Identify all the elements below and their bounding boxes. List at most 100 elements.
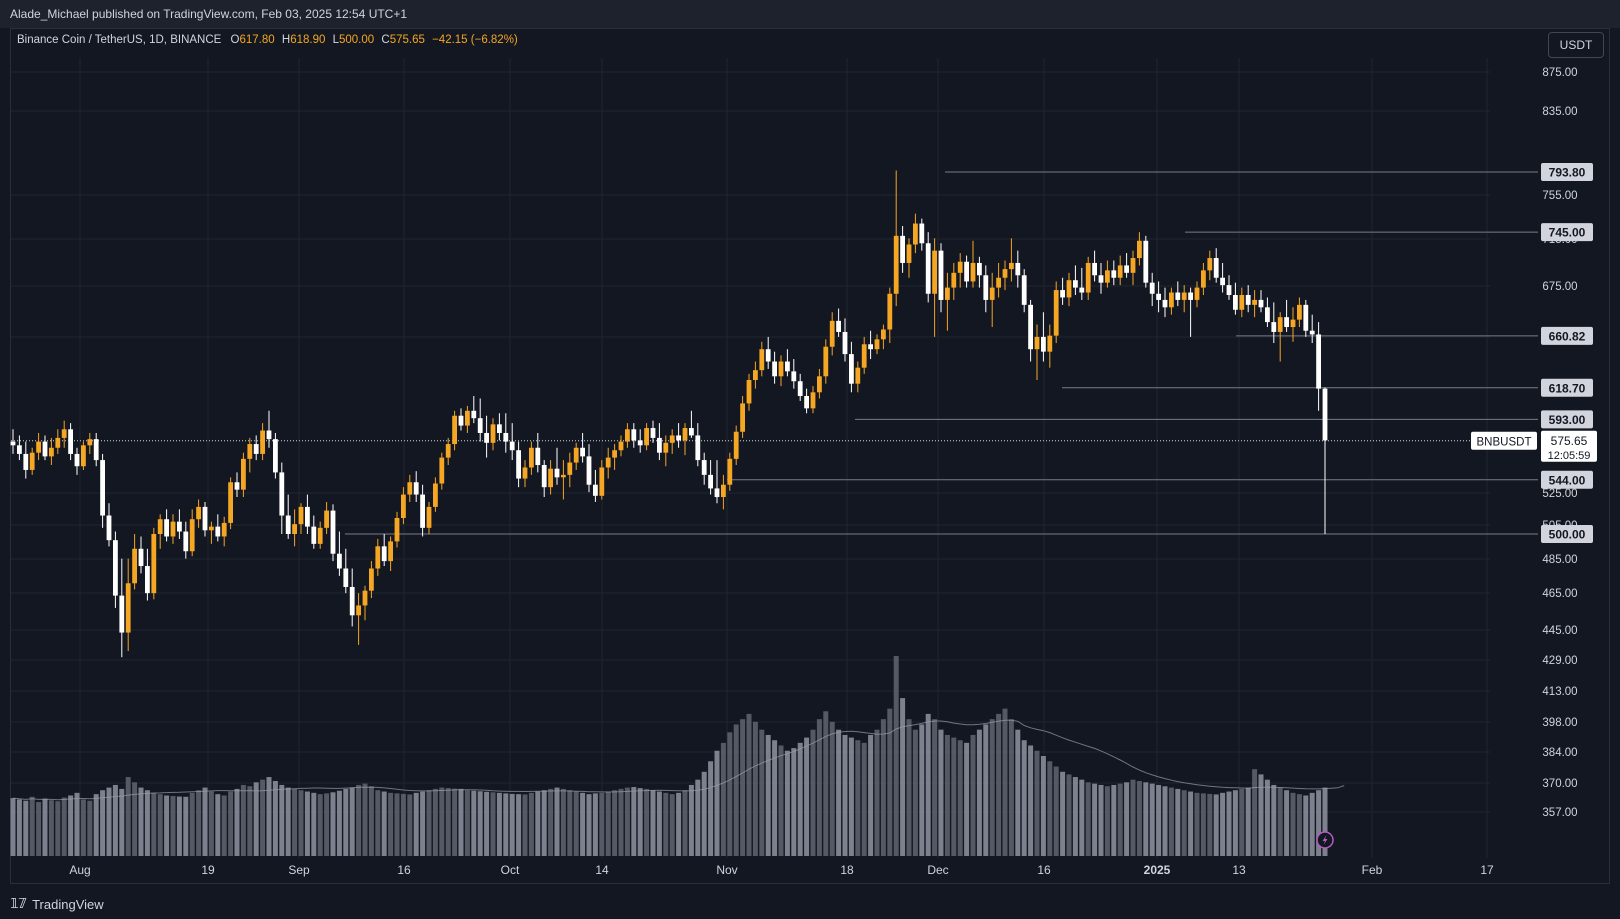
volume-bar: [580, 792, 586, 856]
volume-bar: [1104, 786, 1110, 856]
volume-bar: [471, 790, 477, 856]
volume-bar: [1284, 790, 1290, 856]
candle-body: [247, 444, 253, 459]
candle-body: [836, 320, 841, 332]
candle-body: [625, 429, 630, 442]
x-tick-label: 17: [1480, 863, 1494, 877]
candle-body: [887, 293, 893, 330]
candle-body: [964, 261, 969, 282]
volume-bar: [893, 656, 899, 856]
volume-bar: [240, 784, 246, 856]
volume-bar: [458, 788, 464, 856]
candle-body: [1124, 265, 1129, 273]
candle-body: [1226, 285, 1232, 295]
volume-bar: [202, 787, 208, 856]
candle-body: [1034, 336, 1040, 350]
volume-bar: [1117, 783, 1123, 856]
candle-body: [529, 447, 534, 468]
volume-bar: [727, 732, 733, 856]
volume-bar: [484, 791, 490, 856]
high-label: H: [281, 34, 291, 46]
candle-body: [580, 447, 585, 457]
y-tick-label: 675.00: [1542, 281, 1577, 293]
candle-body: [61, 429, 67, 438]
volume-bar: [1130, 779, 1136, 856]
brand-name[interactable]: TradingView: [32, 896, 104, 912]
candle-body: [554, 468, 560, 478]
volume-bar: [560, 788, 566, 856]
volume-bar: [631, 787, 637, 856]
candle-body: [113, 540, 118, 596]
candle-body: [151, 534, 157, 594]
candle-body: [932, 250, 937, 294]
volume-bar: [1226, 791, 1232, 856]
candle-body: [1258, 299, 1264, 308]
volume-bar: [1232, 790, 1238, 856]
volume-bar: [535, 791, 541, 856]
volume-bar: [829, 721, 835, 856]
volume-bar: [740, 719, 746, 856]
candle-body: [733, 431, 739, 459]
volume-bar: [644, 788, 650, 856]
candle-body: [817, 376, 822, 393]
volume-bar: [176, 796, 182, 856]
volume-bar: [810, 729, 816, 856]
volume-bar: [1111, 784, 1117, 856]
volume-bar: [1303, 795, 1309, 856]
volume-bar: [125, 777, 131, 856]
candle-body: [1169, 292, 1174, 308]
candle-body: [138, 548, 144, 567]
candle-body: [1303, 304, 1309, 331]
candle-body: [522, 467, 528, 479]
candle-body: [209, 526, 214, 531]
volume-bar: [592, 793, 598, 856]
candle-body: [17, 445, 22, 454]
candle-body: [861, 344, 867, 368]
level-label: 793.80: [1549, 166, 1586, 180]
candle-body: [221, 522, 227, 537]
y-tick-label: 370.00: [1542, 778, 1577, 790]
volume-bar: [317, 794, 323, 856]
volume-bar: [234, 788, 240, 856]
candle-body: [868, 344, 873, 350]
volume-bar: [676, 792, 682, 856]
candle-body: [1162, 299, 1168, 308]
candle-body: [983, 275, 989, 300]
volume-bar: [522, 794, 528, 856]
volume-bar: [887, 708, 893, 856]
volume-bar: [496, 792, 502, 856]
volume-bar: [714, 750, 720, 856]
y-tick-label: 357.00: [1542, 807, 1577, 819]
candle-body: [215, 526, 221, 537]
volume-bar: [1060, 771, 1066, 856]
candle-body: [1233, 294, 1238, 310]
volume-bar: [996, 713, 1002, 856]
candle-body: [228, 482, 233, 523]
volume-bar: [752, 721, 758, 856]
candle-body: [177, 521, 182, 532]
candle-body: [612, 450, 617, 458]
currency-button[interactable]: USDT: [1548, 32, 1604, 58]
volume-bar: [906, 719, 912, 856]
x-tick-label: 13: [1232, 863, 1246, 877]
low-value: 500.00: [338, 34, 375, 46]
x-tick-label: Sep: [288, 863, 310, 877]
candle-body: [362, 590, 368, 606]
volume-bar: [541, 790, 547, 856]
volume-bar: [138, 787, 144, 856]
candle-body: [452, 415, 457, 445]
candle-body: [721, 484, 726, 498]
volume-bar: [381, 791, 387, 856]
candle-body: [1009, 262, 1014, 270]
volume-bar: [1008, 719, 1014, 856]
volume-bar: [106, 787, 112, 856]
volume-bar: [1072, 777, 1078, 856]
tradingview-logo-icon[interactable]: 𝟙𝟟: [10, 896, 27, 911]
candle-body: [285, 515, 291, 534]
volume-bar: [733, 724, 739, 856]
candle-body: [164, 519, 169, 537]
volume-bar: [983, 724, 989, 856]
candle-body: [183, 531, 189, 552]
volume-bar: [970, 734, 976, 856]
